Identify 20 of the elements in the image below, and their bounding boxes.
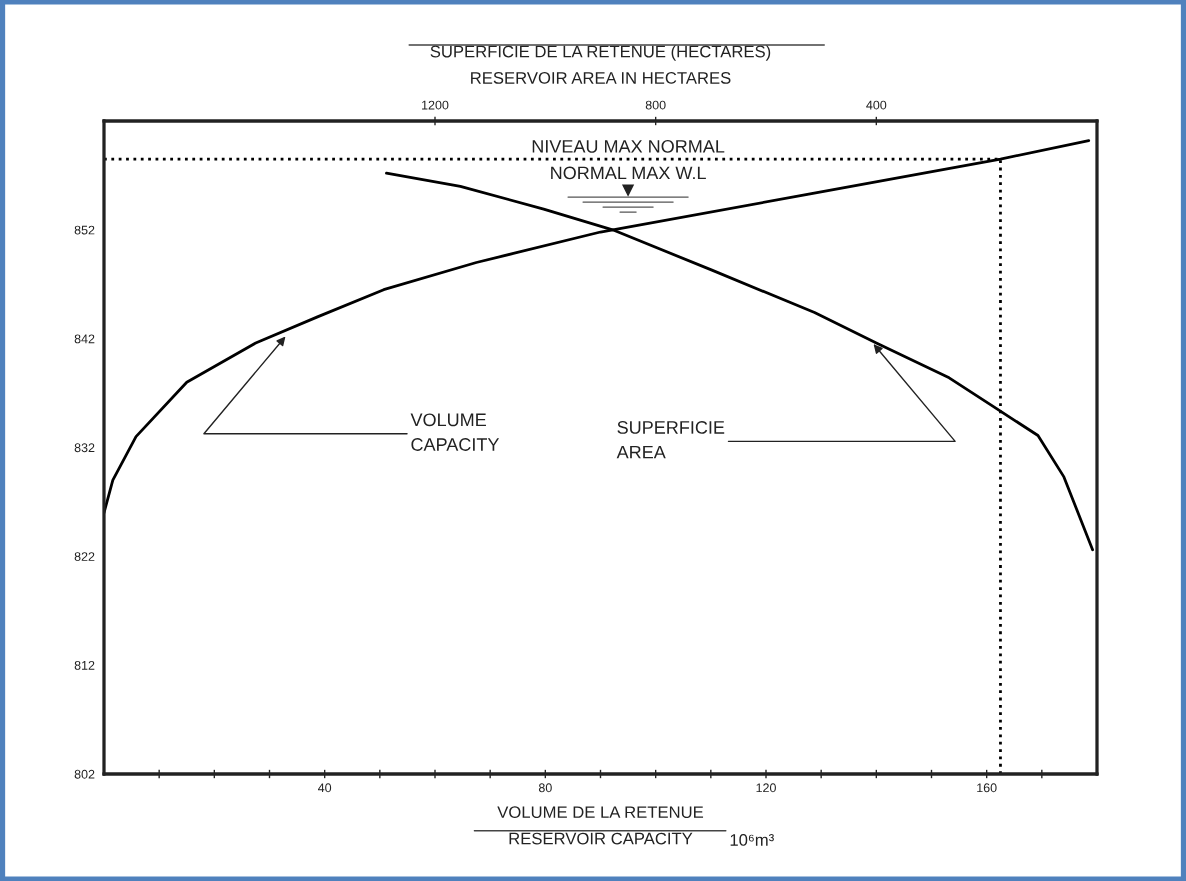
text: 10⁶m³	[730, 834, 774, 846]
annotation: SUPERFICIE AREA	[616, 421, 725, 459]
y-tick-label: 802	[74, 769, 95, 779]
y-tick-label: 822	[74, 552, 95, 561]
x2-tick-label: 400	[866, 100, 887, 110]
x2-tick-label: 1200	[422, 100, 449, 110]
y-tick-label: 832	[74, 443, 95, 453]
x-tick-label: 80	[538, 783, 552, 793]
x-tick-label: 40	[318, 783, 332, 793]
x-axis-title: VOLUME DE LA RETENUE RESERVOIR CAPACITY	[497, 806, 704, 845]
y-tick-label: 842	[74, 334, 95, 344]
y-tick-label: 852	[74, 225, 95, 235]
x2-tick-label: 800	[645, 100, 666, 110]
y-tick-label: 812	[74, 660, 95, 670]
x-tick-label: 120	[756, 783, 776, 793]
x2-axis-title: SUPERFICIE DE LA RETENUE (HECTARES) RESERVOIR AREA IN HECTARES	[430, 45, 771, 84]
x-tick-label: 160	[977, 783, 997, 793]
annotation: NIVEAU MAX NORMAL	[532, 139, 725, 153]
annotation: NORMAL MAX W.L	[551, 166, 706, 180]
annotation: VOLUME CAPACITY	[410, 413, 500, 451]
